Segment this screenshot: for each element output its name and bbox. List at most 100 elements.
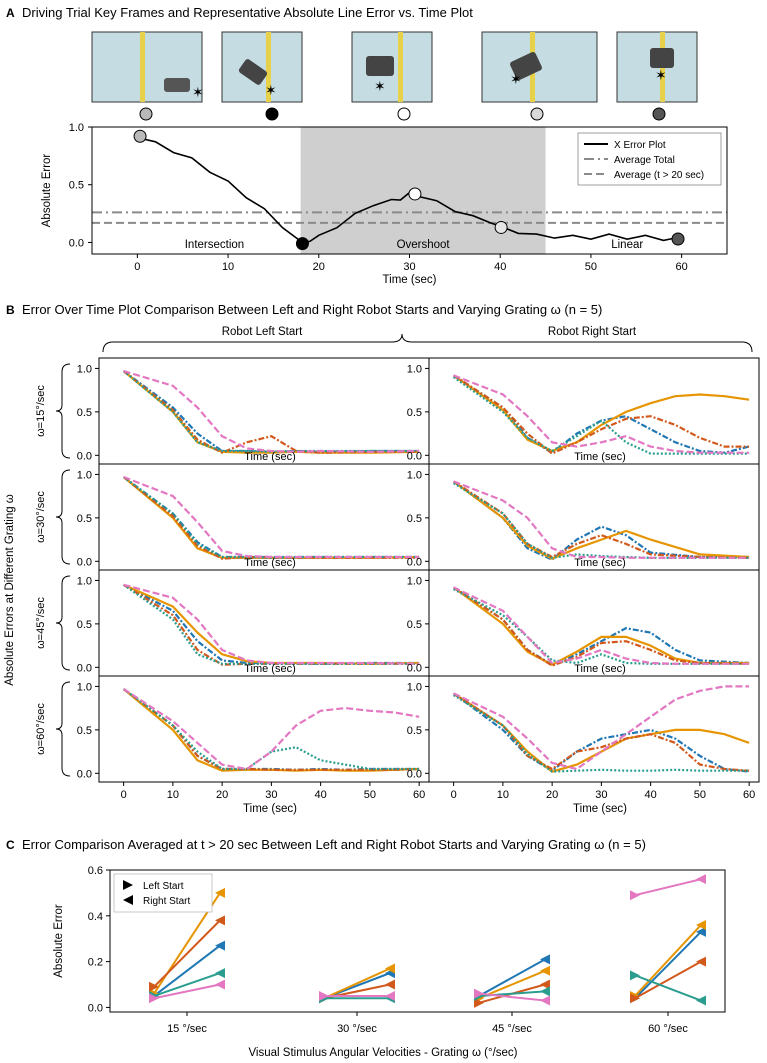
- series-line-s2: [452, 480, 750, 560]
- y-tick-label: 0.4: [88, 911, 103, 923]
- right-start-marker-s1: [215, 940, 225, 951]
- y-tick-label: 0.5: [77, 725, 92, 737]
- row-brace: [55, 575, 71, 671]
- svg-text:✶: ✶: [510, 71, 522, 87]
- right-start-marker-s1: [540, 954, 550, 965]
- left-start-marker-s5: [319, 990, 329, 1001]
- x-tick-label: 60 °/sec: [648, 1023, 688, 1035]
- series-line-s5: [123, 369, 420, 453]
- subplot-left-30: 0.0 0.5 1.0 Time (sec): [77, 463, 430, 571]
- series-line-s3: [452, 374, 750, 455]
- row-label: ω=60°/sec: [35, 703, 47, 755]
- y-tick-label: 1.0: [77, 681, 92, 693]
- overshoot-shading: [300, 127, 546, 254]
- right-start-marker-s2: [215, 887, 225, 898]
- x-tick-label: 50: [585, 261, 597, 273]
- x-tick-label: 30: [403, 261, 415, 273]
- y-tick-label: 0.5: [407, 407, 422, 419]
- y-tick-label: 1.0: [407, 363, 422, 375]
- y-tick-label: 0.0: [407, 556, 422, 568]
- subplot-right-45: 0.0 0.5 1.0 Time (sec): [407, 569, 760, 677]
- subplot-left-45: 0.0 0.5 1.0 Time (sec): [77, 569, 430, 677]
- subplot-frame: [428, 357, 760, 465]
- legend-box: [577, 132, 722, 186]
- subplot-frame: [98, 675, 430, 783]
- svg-text:✶: ✶: [374, 78, 386, 94]
- pair-line-s1: [153, 944, 221, 997]
- x-tick-label: 10: [497, 789, 509, 801]
- subplot-right-15: 0.0 0.5 1.0 Time (sec): [407, 357, 760, 465]
- legend-left-marker: [123, 880, 133, 890]
- pair-line-s3: [153, 919, 221, 988]
- x-tick-label: 15 °/sec: [167, 1023, 207, 1035]
- right-start-marker-s4: [540, 986, 550, 997]
- row-brace: [55, 363, 71, 459]
- x-tick-label: 10: [167, 789, 179, 801]
- y-tick-label: 0.5: [77, 619, 92, 631]
- x-tick-label: 40: [645, 789, 657, 801]
- series-line-s3: [122, 370, 420, 454]
- x-tick-label: 60: [676, 261, 688, 273]
- x-tick-label: 30: [595, 789, 607, 801]
- left-start-marker-s5: [630, 890, 640, 901]
- x-tick-label: 50: [694, 789, 706, 801]
- series-line-s4: [122, 370, 420, 453]
- region-intersection: Intersection: [185, 239, 244, 251]
- x-axis-label: Time (sec): [244, 557, 296, 569]
- series-line-s2: [452, 692, 750, 773]
- x-tick-label: 20: [216, 789, 228, 801]
- x-axis-label: Time (sec): [574, 663, 626, 675]
- right-start-marker-s5: [540, 995, 550, 1006]
- right-start-marker-s3: [385, 979, 395, 990]
- y-tick-label: 0.0: [88, 1002, 103, 1014]
- series-line-s5: [123, 475, 420, 559]
- key-frame-1: ✶: [91, 31, 204, 103]
- panel-b-letter: B: [6, 303, 15, 317]
- left-start-marker-s4: [630, 970, 640, 981]
- pair-line-s3: [634, 960, 702, 1000]
- panel-c-chart: 0.0 0.2 0.4 0.6 15 °/sec 30 °/sec 45 °/sec 60 °…: [53, 865, 726, 1059]
- x-tick-label: 40: [315, 789, 327, 801]
- left-start-marker-s5: [149, 993, 159, 1004]
- x-tick-label: 45 °/sec: [492, 1023, 532, 1035]
- left-start-marker-s3: [630, 993, 640, 1004]
- panel-a: A Driving Trial Key Frames and Represent…: [6, 5, 728, 286]
- y-tick-label: 1.0: [407, 469, 422, 481]
- row-brace: [55, 681, 71, 777]
- series-line-s1: [122, 370, 420, 453]
- row-label: ω=30°/sec: [35, 491, 47, 543]
- subplot-left-60: 0.0 0.5 1.0 0 10 20 30 40 50 60 Time (sec): [77, 675, 430, 815]
- y-tick-label: 0.5: [77, 513, 92, 525]
- x-tick-label: 60: [743, 789, 755, 801]
- frame-marker-start: [139, 107, 153, 121]
- series-line-s5: [123, 583, 420, 665]
- x-tick-label: 20: [313, 261, 325, 273]
- series-line-s5: [453, 685, 750, 771]
- right-start-marker-s1: [696, 926, 706, 937]
- right-start-marker-s5: [215, 979, 225, 990]
- panel-a-letter: A: [6, 6, 15, 20]
- right-start-marker-s5: [696, 874, 706, 885]
- x-tick-label: 30 °/sec: [337, 1023, 377, 1035]
- panel-b-title: Error Over Time Plot Comparison Between …: [22, 302, 602, 317]
- series-line-s4: [453, 694, 750, 773]
- x-tick-label: 40: [494, 261, 506, 273]
- y-tick-label: 0.0: [77, 450, 92, 462]
- y-tick-label: 0.0: [77, 662, 92, 674]
- panel-c-title: Error Comparison Averaged at t > 20 sec …: [22, 837, 646, 852]
- x-error-line: [137, 136, 678, 243]
- row-label: ω=15°/sec: [35, 385, 47, 437]
- y-tick-label: 0.5: [407, 725, 422, 737]
- x-axis-label: Time (sec): [243, 803, 297, 815]
- column-brace: [102, 333, 753, 353]
- x-tick-label: 0: [121, 789, 127, 801]
- col-right-header: Robot Right Start: [548, 326, 637, 338]
- series-line-s2: [452, 586, 750, 666]
- y-tick-label: 0.0: [77, 556, 92, 568]
- svg-text:✶: ✶: [265, 82, 277, 98]
- series-line-s5: [122, 688, 420, 771]
- right-start-marker-s5: [385, 990, 395, 1001]
- key-frame-4: ✶: [481, 31, 598, 103]
- pair-line-s1: [634, 931, 702, 999]
